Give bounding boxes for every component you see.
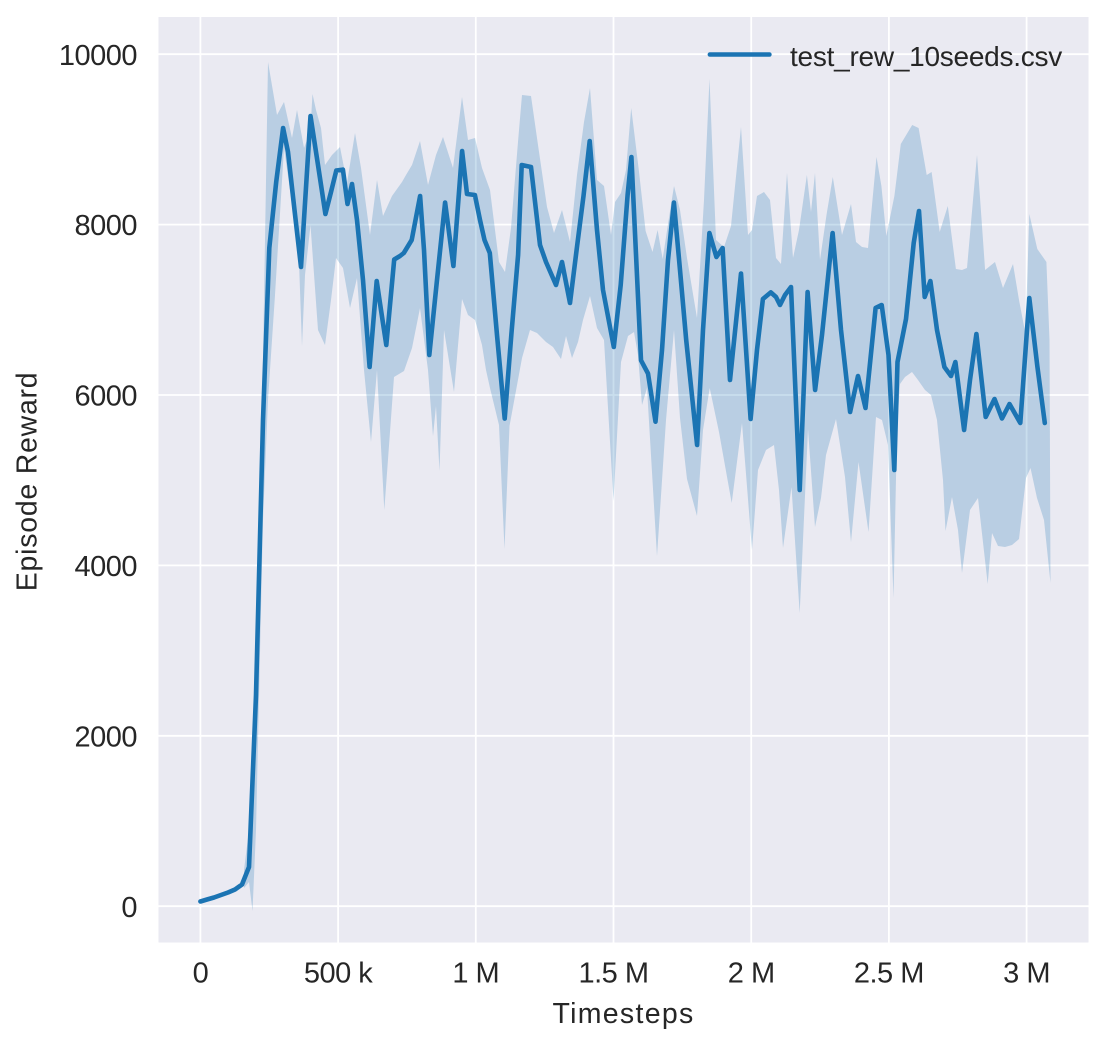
svg-text:500 k: 500 k bbox=[304, 957, 373, 989]
svg-text:Timesteps: Timesteps bbox=[552, 998, 694, 1030]
svg-text:0: 0 bbox=[121, 892, 137, 924]
svg-text:6000: 6000 bbox=[74, 381, 137, 413]
svg-text:2.5 M: 2.5 M bbox=[854, 957, 924, 989]
svg-text:1 M: 1 M bbox=[452, 957, 499, 989]
svg-text:10000: 10000 bbox=[59, 40, 137, 72]
svg-text:2 M: 2 M bbox=[728, 957, 775, 989]
svg-text:Episode Reward: Episode Reward bbox=[12, 372, 44, 592]
svg-text:2000: 2000 bbox=[74, 721, 137, 753]
svg-text:8000: 8000 bbox=[74, 210, 137, 242]
svg-text:test_rew_10seeds.csv: test_rew_10seeds.csv bbox=[790, 41, 1062, 72]
svg-text:4000: 4000 bbox=[74, 551, 137, 583]
svg-text:1.5 M: 1.5 M bbox=[578, 957, 648, 989]
svg-text:3 M: 3 M bbox=[1003, 957, 1050, 989]
svg-text:0: 0 bbox=[193, 957, 209, 989]
